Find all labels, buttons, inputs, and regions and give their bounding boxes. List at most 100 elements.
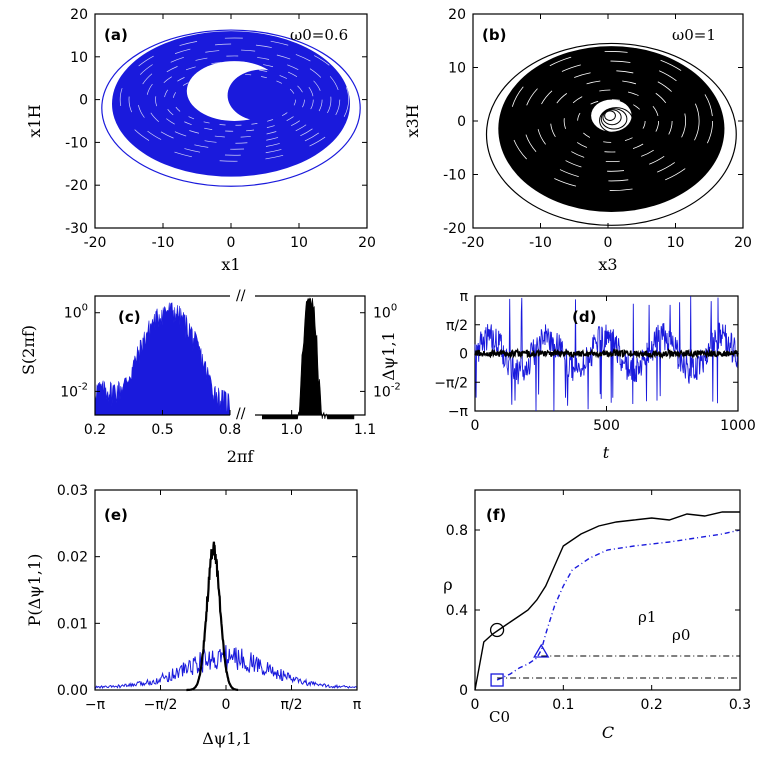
x-tick-label: −π/2 — [144, 697, 178, 713]
x-tick-label: 1000 — [720, 418, 756, 434]
rho-curve-blue — [496, 529, 741, 681]
panel-e-axes: −π −π/2 0 π/2 π 0.00 0.01 0.02 0.03 — [57, 483, 362, 713]
panel-c-axes: // // 0.2 0.5 0.8 1.0 1.1 100 10-2 100 10-2 — [60, 288, 401, 438]
attractor-core-spiral — [604, 110, 616, 121]
attractor-core-spiral — [600, 108, 628, 130]
panel-c-ylabel: S(2πf) — [19, 325, 38, 375]
y-tick-label: 0 — [79, 93, 88, 109]
y-tick-label: π — [460, 289, 469, 305]
x-tick-label: 20 — [734, 235, 752, 251]
panel-e-label: (e) — [104, 506, 128, 524]
x-tick-label: 0.2 — [84, 422, 106, 438]
x-tick-label: 500 — [593, 418, 620, 434]
panel-b-axes: -20 -10 0 10 20 -20 -10 0 10 20 — [443, 7, 752, 251]
attractor-gap-line — [577, 99, 646, 143]
attractor-core-spiral — [599, 107, 634, 134]
y-tick-label: 0.03 — [57, 483, 88, 499]
marker-square — [490, 673, 504, 687]
panel-e-xlabel: Δψ1,1 — [202, 729, 252, 748]
x-tick-label: 0 — [471, 697, 480, 713]
x-tick-label: π — [353, 697, 362, 713]
y-tick-label: 100 — [64, 303, 88, 322]
distribution-black — [186, 541, 239, 692]
x-tick-label: −π — [85, 697, 106, 713]
x-tick-label: 10 — [667, 235, 685, 251]
panel-f: 0 0.1 0.2 0.3 0 0.4 0.8 (f) C ρ ρ1 ρ0 C0 — [443, 489, 751, 742]
panel-e-series — [94, 541, 358, 692]
y-tick-label: 0.02 — [57, 550, 88, 566]
panel-f-series — [474, 511, 741, 691]
y-tick-label: 0.4 — [446, 603, 468, 619]
axis-break-mark: // — [236, 288, 246, 304]
panel-d: 0 500 1000 π π/2 0 −π/2 −π (d) t Δψ1,1 — [379, 289, 756, 462]
attractor-gap-line — [509, 51, 714, 191]
x-tick-label: 0.5 — [151, 422, 173, 438]
phase-difference-blue — [474, 296, 739, 412]
panel-d-axes: 0 500 1000 π π/2 0 −π/2 −π — [434, 289, 756, 434]
x-tick-label: 1.1 — [354, 422, 376, 438]
y-tick-label: 20 — [70, 7, 88, 23]
panel-c: // // 0.2 0.5 0.8 1.0 1.1 100 10-2 100 10-2 (c) 2π… — [19, 288, 401, 466]
panel-d-xlabel: t — [603, 443, 610, 462]
y-tick-label: 20 — [448, 7, 466, 23]
panel-a-xlabel: x1 — [221, 255, 240, 274]
y-tick-label: 0.01 — [57, 616, 88, 632]
attractor-gap-line — [172, 73, 296, 126]
panel-b-xlabel: x3 — [598, 255, 617, 274]
y-tick-label: -20 — [443, 221, 466, 237]
attractor-gap-line — [128, 43, 341, 156]
panel-f-frame — [474, 489, 741, 691]
y-tick-label: −π/2 — [434, 375, 468, 391]
panel-b-annotation: ω0=1 — [672, 26, 716, 44]
attractor-core — [591, 99, 632, 132]
panel-b-ylabel: x3H — [403, 104, 422, 137]
y-tick-label: 0 — [459, 347, 468, 363]
panel-e-ylabel: P(Δψ1,1) — [25, 554, 44, 627]
rho-curve-black — [474, 511, 740, 691]
panel-f-label: (f) — [486, 506, 506, 524]
x-tick-label: π/2 — [280, 697, 302, 713]
y-tick-label: 100 — [373, 303, 397, 322]
attractor-crescent-fill — [227, 69, 296, 121]
phase-difference-black — [474, 347, 739, 360]
x-tick-label: 20 — [358, 235, 376, 251]
panel-a-label: (a) — [104, 26, 128, 44]
y-tick-label: -10 — [65, 135, 88, 151]
panel-a-attractor — [101, 29, 361, 187]
x-tick-label: 0 — [471, 418, 480, 434]
attractor-gap-line — [137, 49, 332, 150]
y-tick-label: 10-2 — [373, 381, 401, 400]
spectrum-black — [262, 297, 355, 420]
x-tick-label: 0 — [222, 697, 231, 713]
y-tick-label: π/2 — [446, 318, 468, 334]
y-tick-label: 10 — [448, 61, 466, 77]
attractor-gap-line — [523, 60, 700, 182]
x-tick-label: 0.2 — [641, 697, 663, 713]
attractor-outer-orbit — [101, 29, 361, 187]
attractor-gap-line — [119, 37, 349, 162]
panel-a-annotation: ω0=0.6 — [290, 26, 348, 44]
x-tick-label: 0.8 — [219, 422, 241, 438]
panel-f-xlabel: C — [602, 723, 614, 742]
panel-e: −π −π/2 0 π/2 π 0.00 0.01 0.02 0.03 (e) Δψ1,1 P(… — [25, 483, 362, 748]
panel-c-label: (c) — [118, 308, 141, 326]
attractor-gap-line — [146, 55, 323, 144]
panel-d-label: (d) — [572, 308, 596, 326]
panel-f-axes: 0 0.1 0.2 0.3 0 0.4 0.8 — [446, 490, 751, 713]
axis-break-mark: // — [236, 406, 246, 422]
panel-f-rho0-label: ρ0 — [672, 626, 690, 644]
panel-d-ylabel: Δψ1,1 — [379, 331, 398, 381]
y-tick-label: -20 — [65, 178, 88, 194]
panel-c-xlabel: 2πf — [227, 447, 255, 466]
x-tick-label: 0 — [227, 235, 236, 251]
y-tick-label: 10-2 — [60, 381, 88, 400]
attractor-core-spiral — [602, 109, 622, 126]
y-tick-label: 0 — [459, 683, 468, 699]
panel-b-label: (b) — [482, 26, 506, 44]
panel-b-attractor — [485, 42, 737, 226]
attractor-gap-line — [563, 89, 660, 153]
y-tick-label: 0.8 — [446, 523, 468, 539]
